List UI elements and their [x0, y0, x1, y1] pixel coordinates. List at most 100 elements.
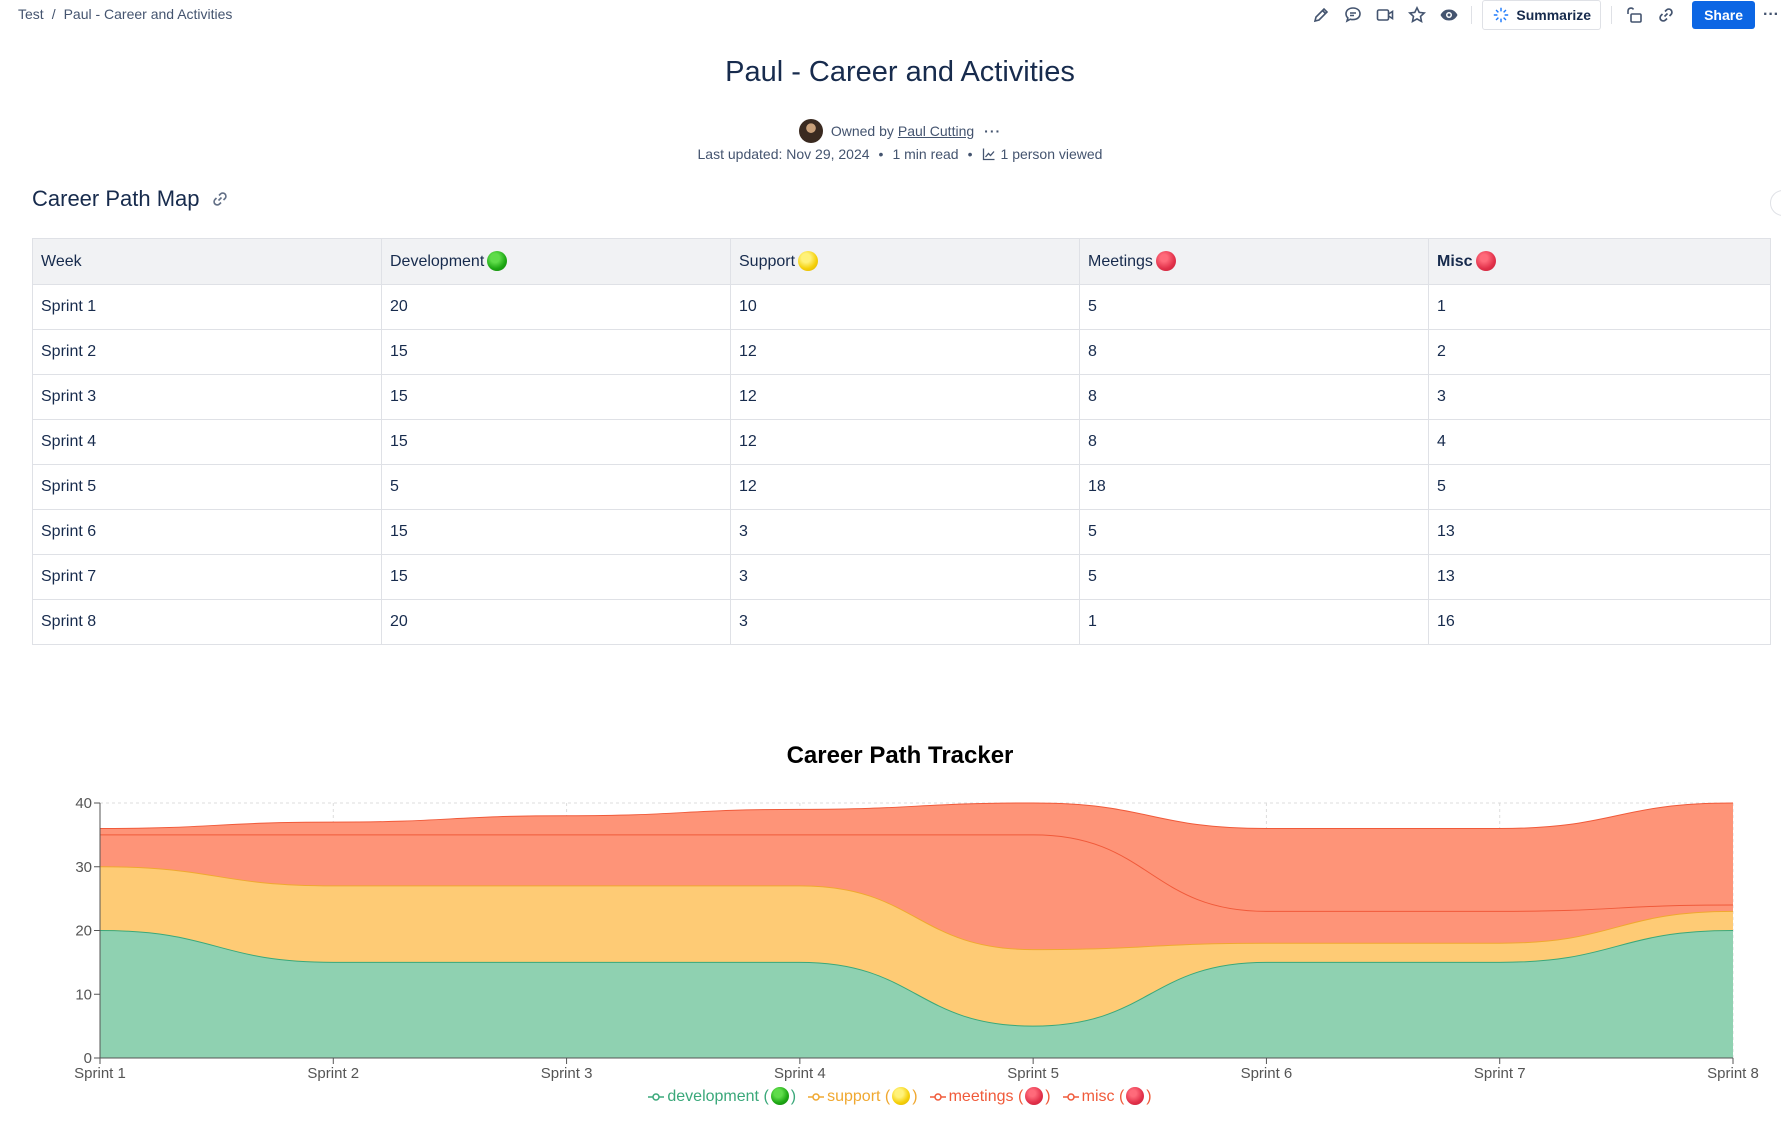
- view-count[interactable]: 1 person viewed: [1000, 146, 1103, 162]
- table-cell: 4: [1428, 419, 1771, 465]
- header-support: Support: [730, 238, 1080, 285]
- table-cell: 13: [1428, 509, 1771, 555]
- page-toolbar: Summarize Share ···: [1305, 0, 1781, 30]
- y-tick-label: 40: [75, 795, 92, 812]
- table-cell: 15: [381, 329, 731, 375]
- star-icon[interactable]: [1406, 4, 1428, 26]
- legend-item-meetings[interactable]: meetings (): [929, 1087, 1051, 1106]
- x-tick-label: Sprint 7: [1474, 1065, 1526, 1082]
- y-tick-label: 30: [75, 859, 92, 876]
- section-heading: Career Path Map: [32, 186, 230, 212]
- table-cell: 2: [1428, 329, 1771, 375]
- header-misc: Misc: [1428, 238, 1771, 285]
- table-cell: 15: [381, 554, 731, 600]
- share-button[interactable]: Share: [1692, 1, 1755, 29]
- table-cell: Sprint 2: [32, 329, 382, 375]
- toolbar-divider: [1611, 6, 1613, 24]
- breadcrumb-space[interactable]: Test: [18, 6, 44, 22]
- breadcrumb-page[interactable]: Paul - Career and Activities: [63, 6, 233, 22]
- legend-item-support[interactable]: support (): [808, 1087, 918, 1106]
- chart-legend: development () support () meetings () mi…: [0, 1087, 1781, 1106]
- x-tick-label: Sprint 8: [1707, 1065, 1759, 1082]
- summarize-label: Summarize: [1516, 7, 1592, 23]
- header-meetings: Meetings: [1079, 238, 1429, 285]
- table-header-row: Week Development Support Meetings Misc: [32, 238, 1771, 285]
- table-cell: 18: [1079, 464, 1429, 510]
- series-line-misc: [99, 802, 1734, 829]
- series-line-development: [99, 930, 1734, 1027]
- owned-by-label: Owned by: [830, 123, 894, 139]
- table-cell: 5: [1428, 464, 1771, 510]
- legend-label: support: [827, 1088, 881, 1105]
- table-cell: 20: [381, 599, 731, 645]
- table-cell: 15: [381, 419, 731, 465]
- x-tick-label: Sprint 2: [307, 1065, 359, 1082]
- header-development: Development: [381, 238, 731, 285]
- legend-line-marker-icon: [1062, 1093, 1079, 1101]
- video-icon[interactable]: [1374, 4, 1396, 26]
- breadcrumb-separator: /: [51, 6, 56, 22]
- toolbar-divider: [1471, 6, 1473, 24]
- table-row: Sprint 3 15 12 8 3: [32, 374, 1771, 420]
- green-circle-icon: [487, 250, 508, 271]
- table-cell: 1: [1428, 284, 1771, 330]
- table-cell: Sprint 3: [32, 374, 382, 420]
- legend-line-marker-icon: [648, 1093, 665, 1101]
- table-cell: 13: [1428, 554, 1771, 600]
- side-panel-toggle[interactable]: [1770, 190, 1781, 216]
- table-cell: 1: [1079, 599, 1429, 645]
- owner-byline: Owned by Paul Cutting ···: [0, 119, 1781, 143]
- table-cell: 8: [1079, 419, 1429, 465]
- area-meetings: [100, 834, 1733, 950]
- green-circle-icon: [770, 1087, 789, 1105]
- table-cell: Sprint 1: [32, 284, 382, 330]
- comment-icon[interactable]: [1342, 4, 1364, 26]
- y-tick-label: 20: [75, 923, 92, 940]
- chart-title: Career Path Tracker: [786, 742, 1014, 769]
- bullet-separator: •: [878, 146, 884, 162]
- table-cell: 10: [730, 284, 1080, 330]
- table-row: Sprint 6 15 3 5 13: [32, 509, 1771, 555]
- read-time: 1 min read: [892, 146, 959, 162]
- more-icon[interactable]: ···: [984, 123, 1002, 139]
- sparkle-icon: [1494, 7, 1509, 23]
- table-cell: Sprint 4: [32, 419, 382, 465]
- legend-item-development[interactable]: development (): [648, 1087, 796, 1106]
- top-bar: Test / Paul - Career and Activities Summar…: [0, 0, 1781, 30]
- bullet-separator: •: [967, 146, 973, 162]
- section-heading-text: Career Path Map: [32, 186, 200, 211]
- table-cell: 5: [1079, 284, 1429, 330]
- table-cell: Sprint 6: [32, 509, 382, 555]
- heading-link-icon[interactable]: [210, 189, 230, 209]
- red-circle-icon: [1475, 250, 1496, 271]
- avatar[interactable]: [798, 119, 823, 143]
- more-actions-icon[interactable]: ···: [1763, 6, 1779, 23]
- restrictions-lock-icon[interactable]: [1623, 4, 1645, 26]
- table-cell: 12: [730, 464, 1080, 510]
- table-row: Sprint 4 15 12 8 4: [32, 419, 1771, 465]
- red-circle-icon: [1155, 250, 1176, 271]
- watch-eye-icon[interactable]: [1438, 4, 1460, 26]
- x-tick-label: Sprint 3: [541, 1065, 593, 1082]
- owner-link[interactable]: Paul Cutting: [897, 123, 975, 139]
- table-cell: 20: [381, 284, 731, 330]
- x-tick-label: Sprint 4: [774, 1065, 826, 1082]
- career-table: Week Development Support Meetings Misc S…: [32, 238, 1771, 645]
- table-cell: 3: [730, 599, 1080, 645]
- table-cell: 3: [1428, 374, 1771, 420]
- x-tick-label: Sprint 6: [1241, 1065, 1293, 1082]
- copy-link-icon[interactable]: [1655, 4, 1677, 26]
- table-cell: 8: [1079, 329, 1429, 375]
- table-cell: Sprint 5: [32, 464, 382, 510]
- legend-item-misc[interactable]: misc (): [1062, 1087, 1152, 1106]
- table-cell: 5: [1079, 509, 1429, 555]
- summarize-button[interactable]: Summarize: [1482, 0, 1602, 30]
- header-week: Week: [32, 238, 382, 285]
- breadcrumb: Test / Paul - Career and Activities: [18, 6, 232, 22]
- legend-line-marker-icon: [808, 1093, 825, 1101]
- edit-pencil-icon[interactable]: [1310, 4, 1332, 26]
- table-cell: 15: [381, 509, 731, 555]
- yellow-circle-icon: [892, 1087, 911, 1105]
- table-cell: 3: [730, 509, 1080, 555]
- table-row: Sprint 7 15 3 5 13: [32, 554, 1771, 600]
